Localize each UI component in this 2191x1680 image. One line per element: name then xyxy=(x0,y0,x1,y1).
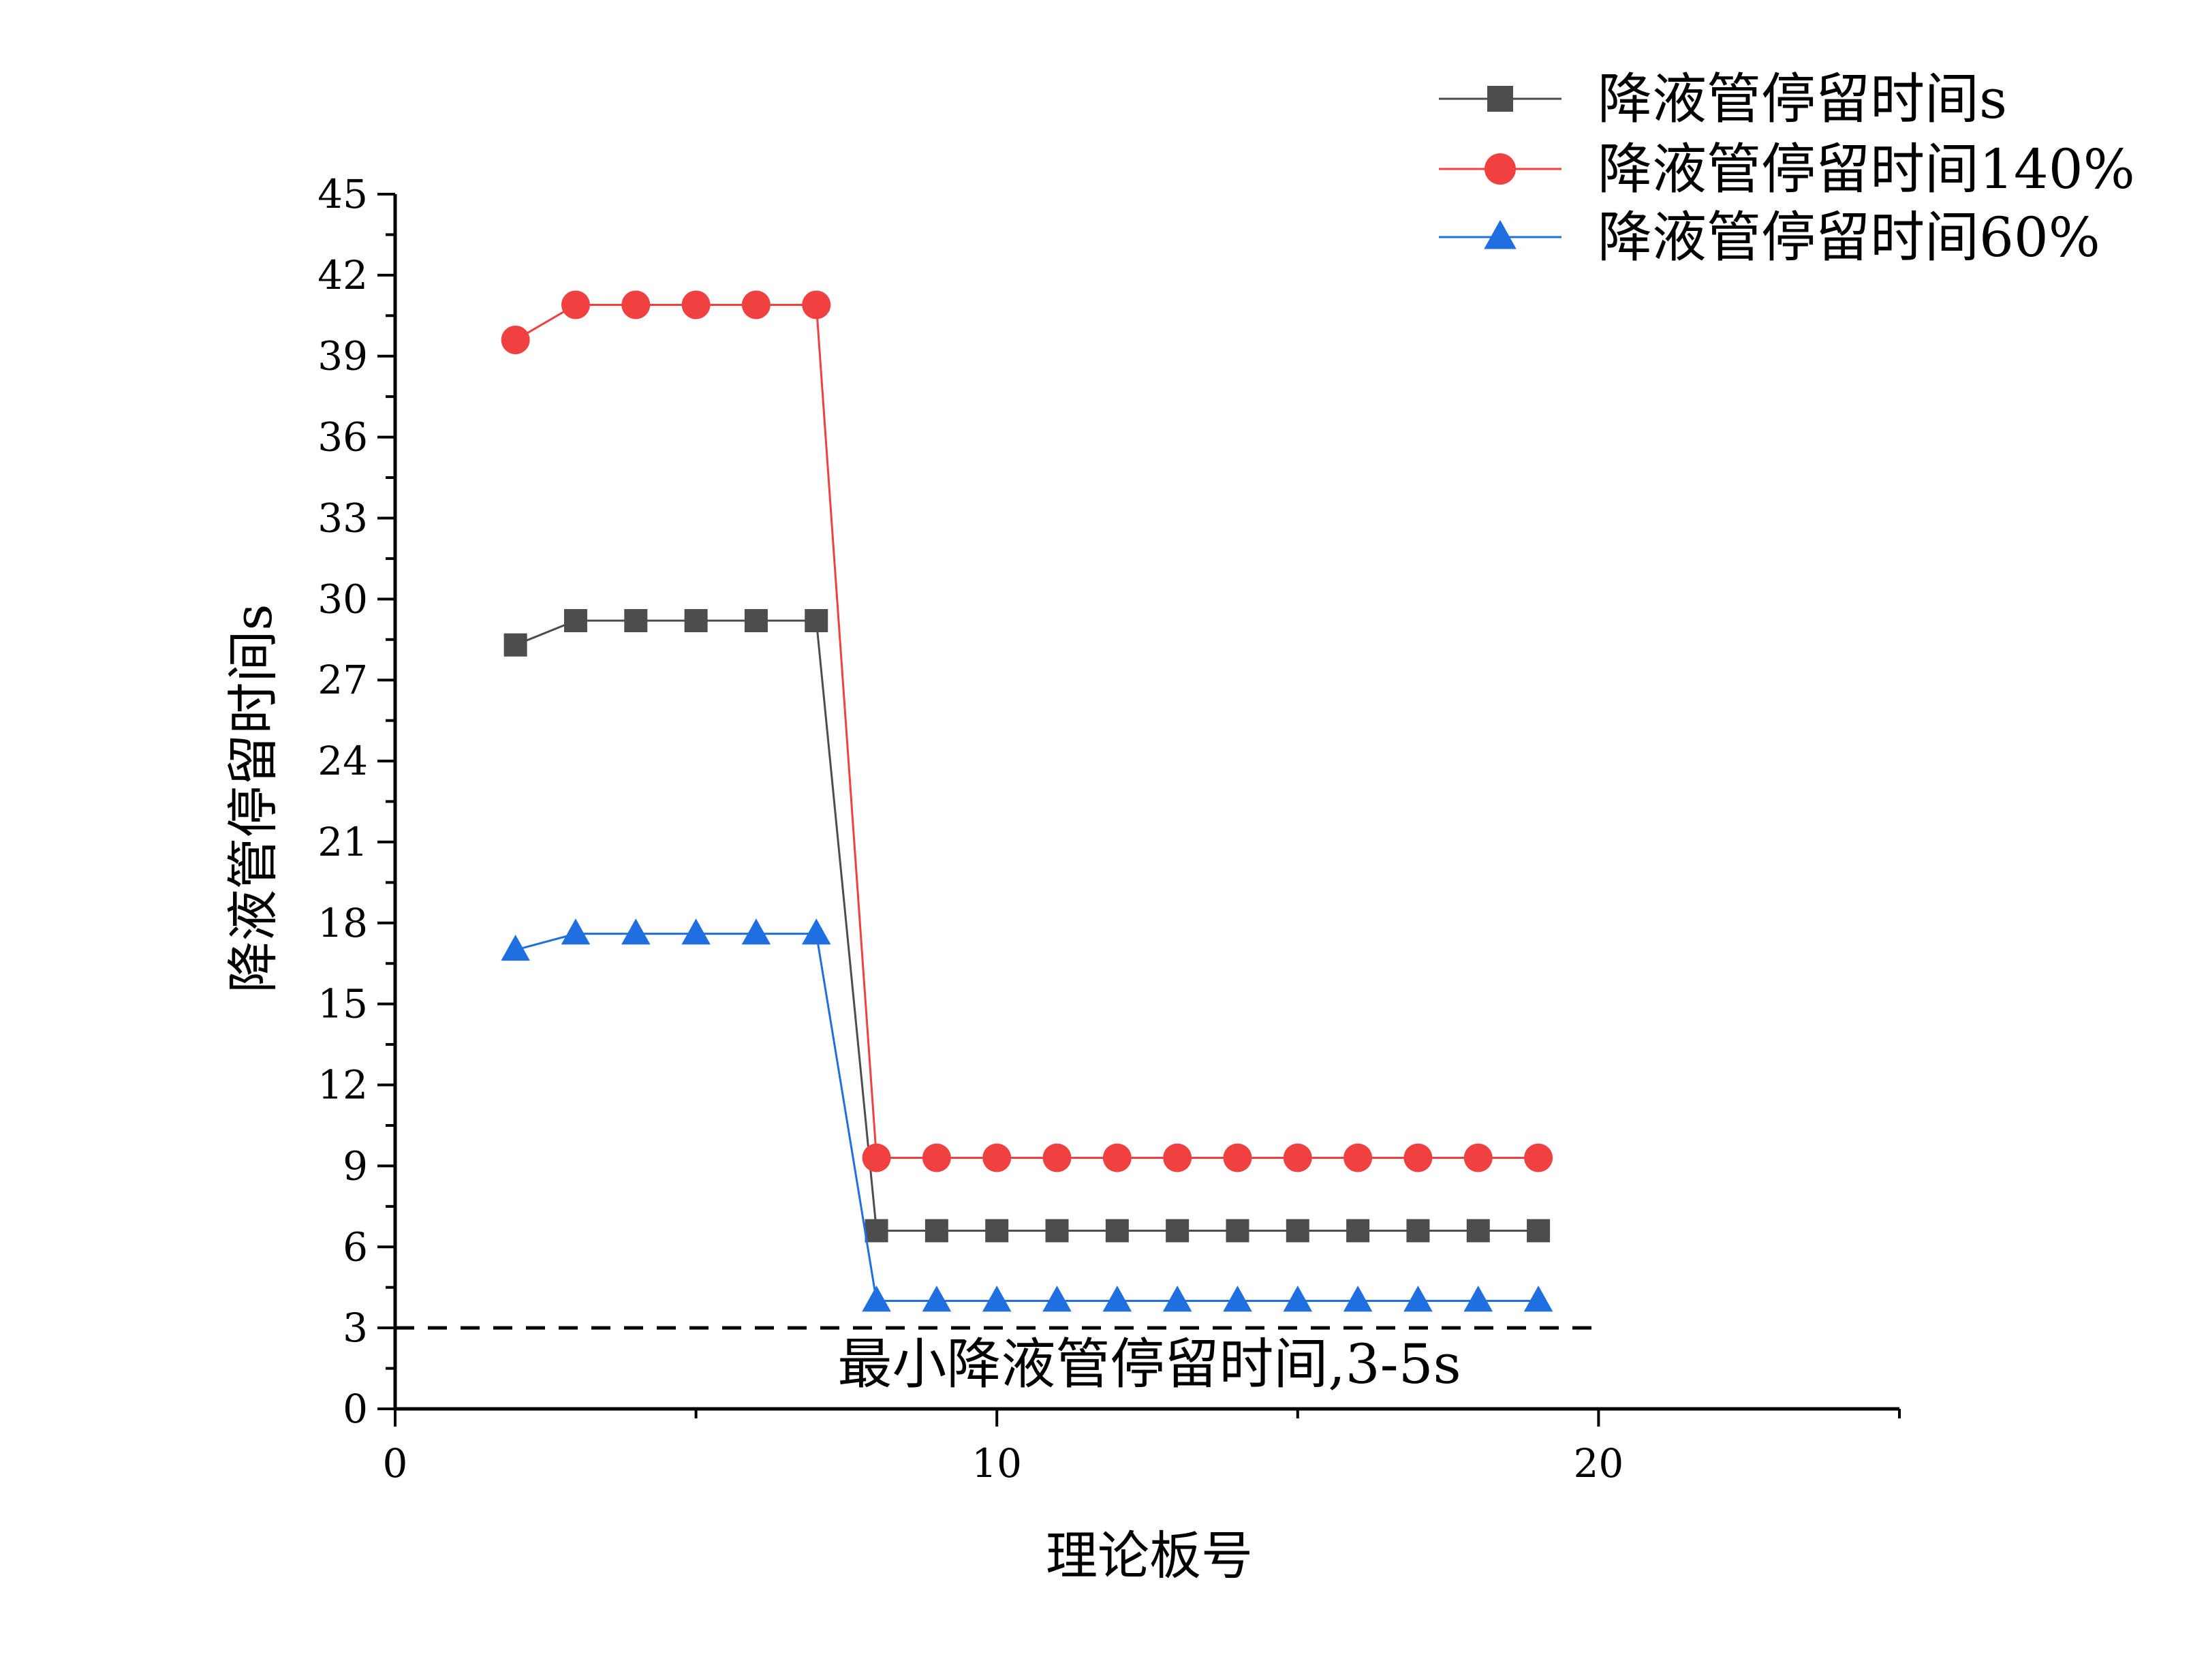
data-point-circle xyxy=(741,290,771,320)
data-point-circle xyxy=(1463,1143,1493,1172)
y-tick-label: 21 xyxy=(317,819,368,865)
data-point-circle xyxy=(982,1143,1012,1172)
reference-line-label: 最小降液管停留时间,3-5s xyxy=(837,1333,1461,1396)
y-tick-label: 24 xyxy=(317,738,368,784)
y-tick-label: 12 xyxy=(317,1062,368,1108)
y-tick-label: 39 xyxy=(317,333,368,379)
y-tick-label: 45 xyxy=(317,171,368,217)
data-point-circle xyxy=(1223,1143,1252,1172)
series-line xyxy=(515,933,1539,1303)
data-point-triangle xyxy=(1283,1286,1313,1312)
y-tick-label: 6 xyxy=(343,1224,368,1270)
data-point-square xyxy=(624,609,648,633)
legend-marker-triangle xyxy=(1484,219,1517,249)
data-point-triangle xyxy=(741,918,771,945)
y-tick-label: 0 xyxy=(343,1386,368,1432)
series-triangle xyxy=(501,918,1553,1312)
data-point-square xyxy=(503,633,527,657)
y-tick-label: 33 xyxy=(317,495,368,541)
data-point-square xyxy=(684,609,708,633)
data-point-circle xyxy=(1163,1143,1192,1172)
data-point-triangle xyxy=(982,1286,1012,1312)
data-point-circle xyxy=(1403,1143,1433,1172)
legend-label: 降液管停留时间60% xyxy=(1598,206,2100,269)
data-point-triangle xyxy=(1162,1286,1192,1312)
x-tick-label: 20 xyxy=(1573,1440,1623,1487)
legend-label: 降液管停留时间s xyxy=(1598,67,2007,131)
data-point-square xyxy=(985,1219,1009,1243)
data-point-square xyxy=(1045,1219,1069,1243)
data-point-square xyxy=(1466,1219,1490,1243)
data-point-triangle xyxy=(561,918,591,945)
legend-marker-square xyxy=(1487,86,1513,112)
x-tick-label: 10 xyxy=(972,1440,1022,1487)
legend: 降液管停留时间s 降液管停留时间140%降液管停留时间60% xyxy=(1439,67,2135,269)
data-point-circle xyxy=(1102,1143,1132,1172)
data-point-triangle xyxy=(1403,1286,1433,1312)
data-point-square xyxy=(1346,1219,1370,1243)
data-point-triangle xyxy=(922,1286,952,1312)
y-tick-label: 9 xyxy=(343,1142,368,1189)
data-point-square xyxy=(924,1219,948,1243)
series-group xyxy=(501,290,1553,1312)
y-tick-label: 18 xyxy=(317,900,368,946)
data-point-circle xyxy=(561,290,590,320)
legend-marker-circle xyxy=(1485,153,1516,185)
data-point-triangle xyxy=(801,918,831,945)
data-point-square xyxy=(1527,1219,1551,1243)
data-point-square xyxy=(744,609,768,633)
y-tick-label: 36 xyxy=(317,414,368,461)
data-point-triangle xyxy=(621,918,651,945)
data-point-square xyxy=(563,609,587,633)
data-point-triangle xyxy=(1523,1286,1553,1312)
data-point-triangle xyxy=(1102,1286,1132,1312)
data-point-circle xyxy=(1524,1143,1553,1172)
data-point-triangle xyxy=(862,1286,891,1312)
data-point-triangle xyxy=(501,934,530,961)
y-axis-title: 降液管停留时间s xyxy=(223,604,283,993)
series-circle xyxy=(501,290,1553,1172)
x-tick-label: 0 xyxy=(383,1440,408,1487)
data-point-square xyxy=(1406,1219,1430,1243)
data-point-circle xyxy=(1042,1143,1072,1172)
y-tick-label: 30 xyxy=(317,576,368,622)
series-line xyxy=(515,619,1539,1232)
data-point-triangle xyxy=(1343,1286,1373,1312)
data-point-square xyxy=(1166,1219,1190,1243)
data-point-triangle xyxy=(1223,1286,1252,1312)
legend-label: 降液管停留时间140% xyxy=(1598,138,2135,201)
data-point-square xyxy=(805,609,828,633)
data-point-circle xyxy=(501,325,530,354)
data-point-circle xyxy=(1343,1143,1373,1172)
y-tick-label: 27 xyxy=(317,657,368,703)
series-line xyxy=(514,303,1539,1160)
data-point-circle xyxy=(862,1143,891,1172)
y-tick-label: 3 xyxy=(343,1305,368,1351)
data-point-square xyxy=(865,1219,888,1243)
series-square xyxy=(503,609,1551,1243)
y-tick-label: 15 xyxy=(317,981,368,1027)
data-point-circle xyxy=(802,290,831,320)
x-axis-title: 理论板号 xyxy=(1046,1525,1253,1586)
y-tick-label: 42 xyxy=(317,252,368,298)
data-point-triangle xyxy=(1463,1286,1493,1312)
data-point-circle xyxy=(621,290,651,320)
data-point-triangle xyxy=(681,918,711,945)
data-point-square xyxy=(1286,1219,1309,1243)
data-point-square xyxy=(1226,1219,1249,1243)
data-point-circle xyxy=(922,1143,951,1172)
data-point-square xyxy=(1105,1219,1129,1243)
data-point-circle xyxy=(681,290,711,320)
data-point-circle xyxy=(1283,1143,1312,1172)
data-point-triangle xyxy=(1042,1286,1072,1312)
